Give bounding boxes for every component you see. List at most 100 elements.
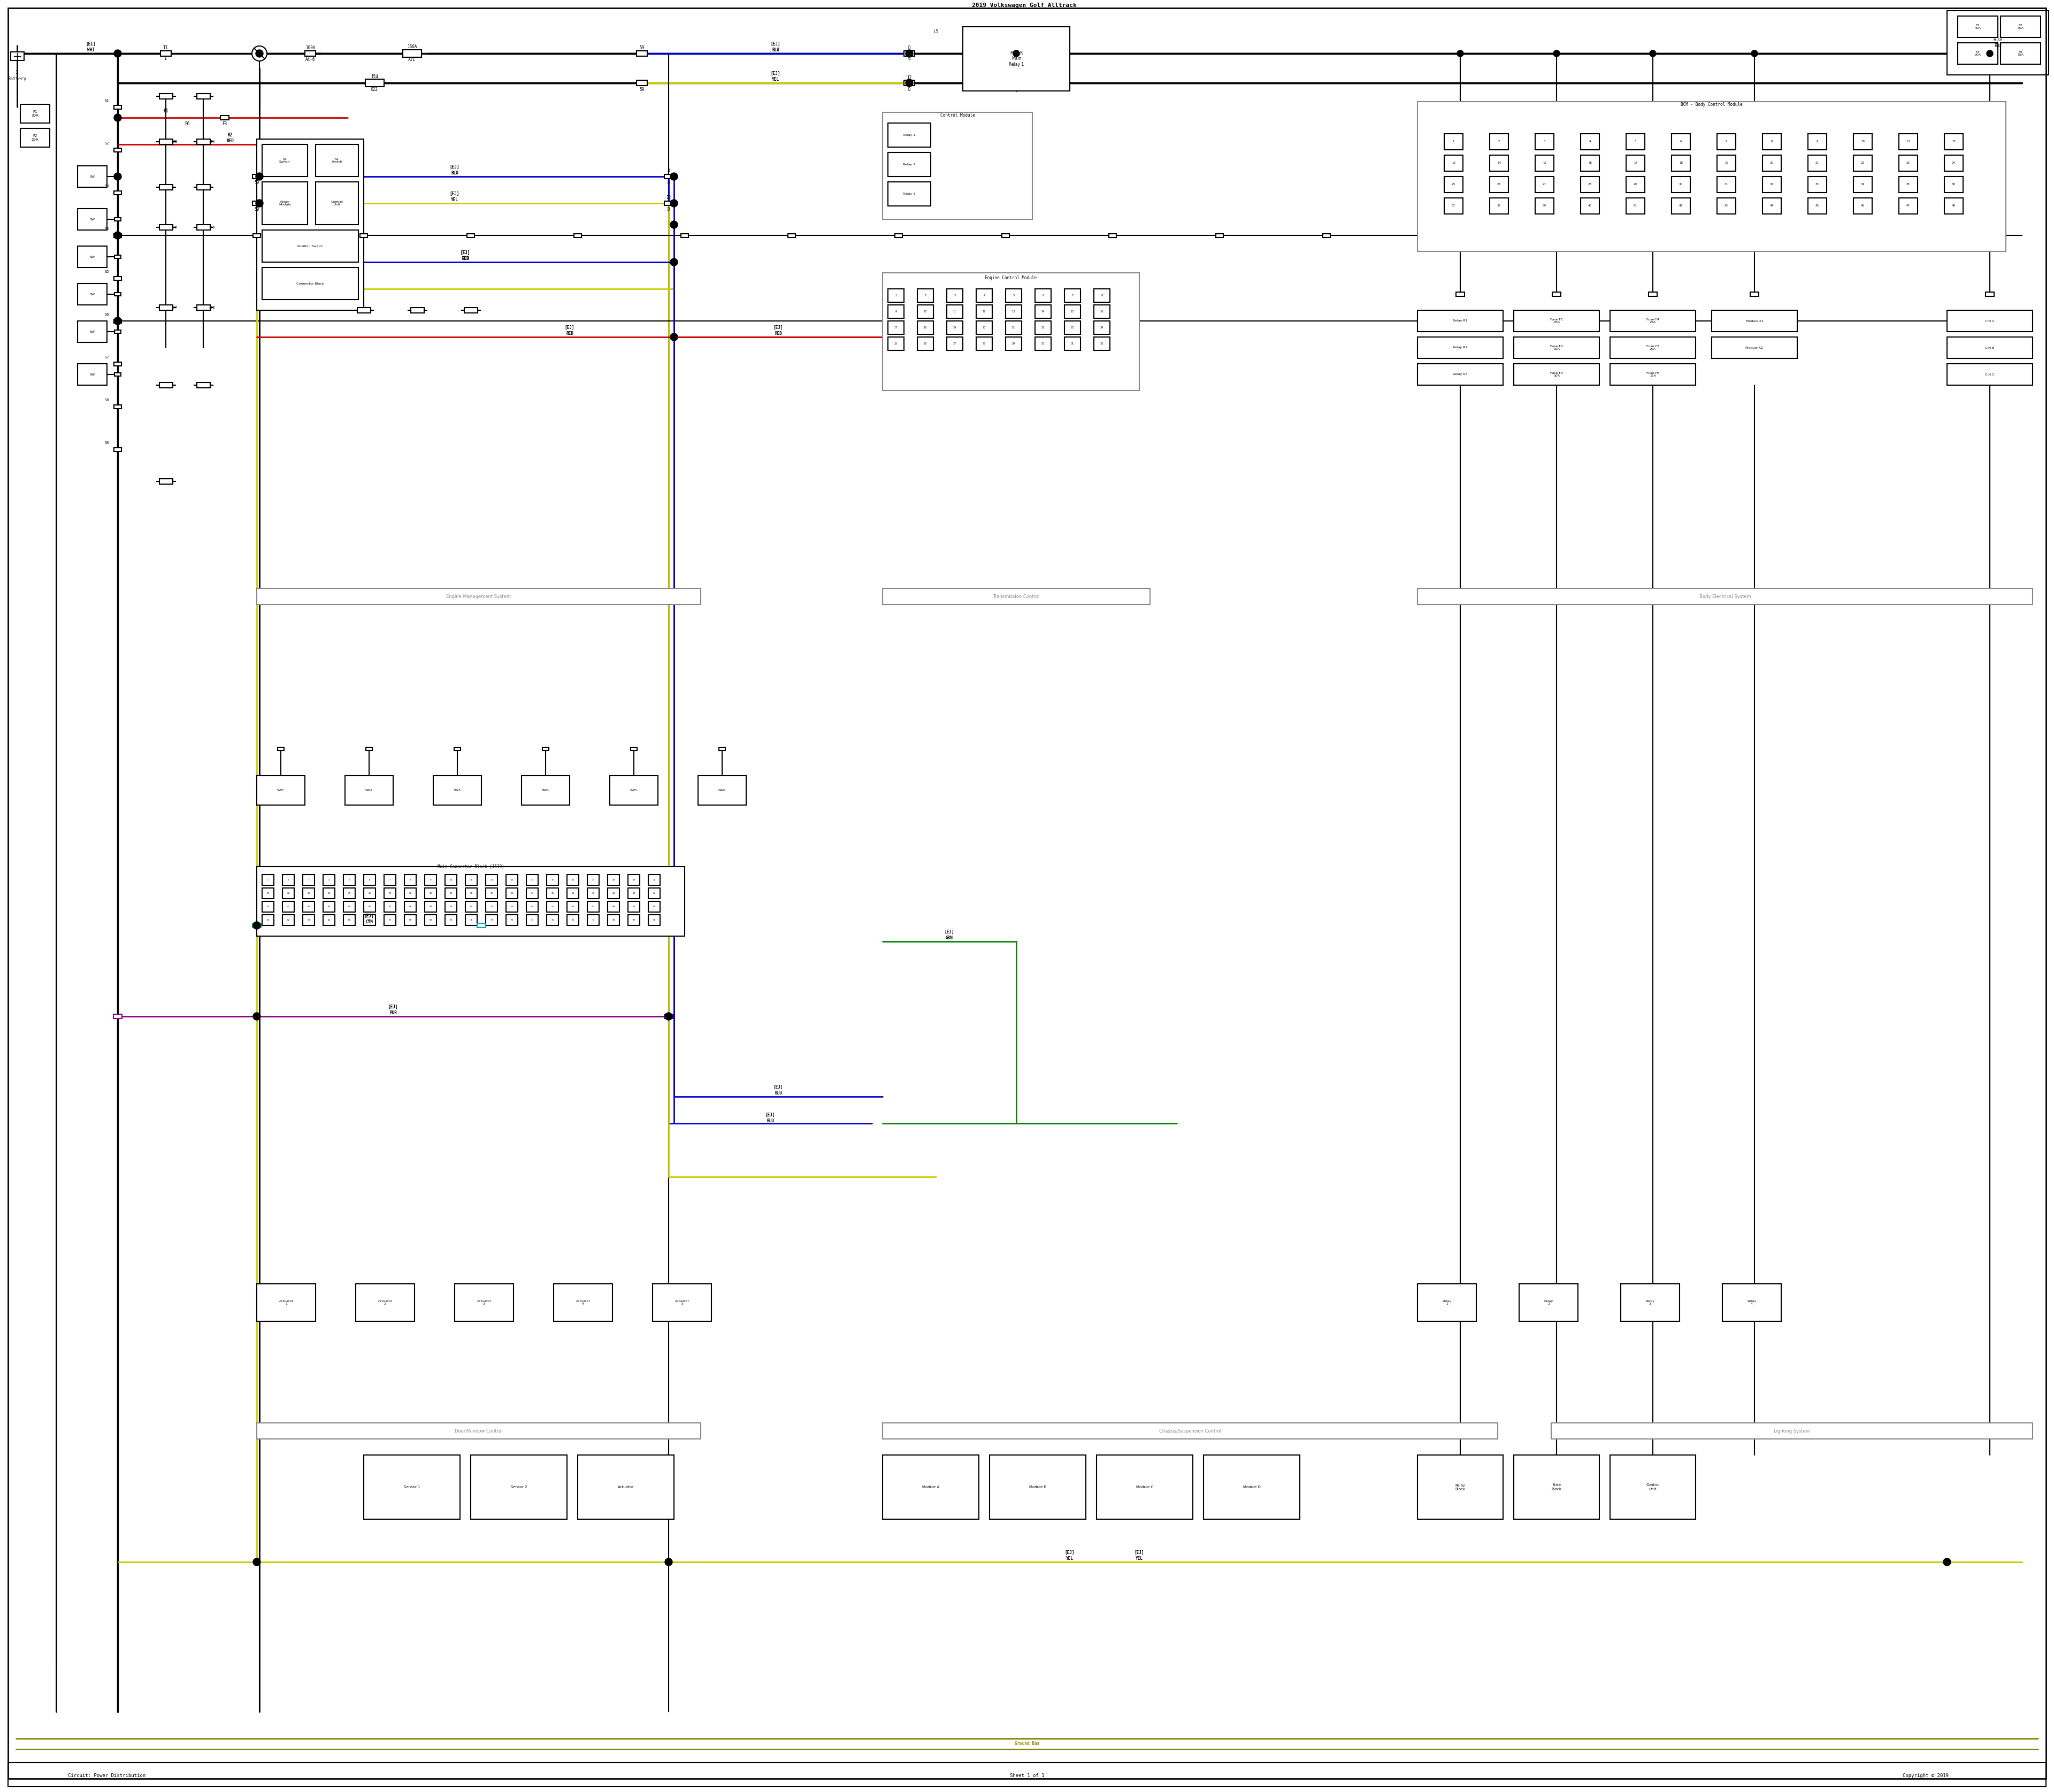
Text: 22: 22	[288, 892, 290, 894]
Text: [EJ]
CYN: [EJ] CYN	[364, 914, 374, 925]
Bar	[587, 874, 600, 885]
Bar	[2001, 16, 2040, 38]
Text: Module D: Module D	[1243, 1486, 1261, 1489]
Circle shape	[1013, 50, 1019, 57]
Text: Ctrl C: Ctrl C	[1984, 373, 1994, 376]
Text: F1
30A: F1 30A	[31, 109, 39, 116]
Bar	[1064, 337, 1080, 351]
Bar	[887, 321, 904, 335]
Text: 11: 11	[470, 878, 472, 882]
Bar	[505, 914, 518, 925]
Text: 23: 23	[308, 892, 310, 894]
Circle shape	[906, 50, 914, 57]
Bar	[663, 1014, 674, 1018]
Bar	[1323, 233, 1331, 237]
Bar	[1898, 156, 1918, 172]
Text: Ctrl A: Ctrl A	[1984, 319, 1994, 323]
Text: Actuator
4: Actuator 4	[575, 1299, 589, 1305]
Bar	[1035, 337, 1052, 351]
Bar	[263, 229, 357, 262]
Bar	[158, 305, 173, 310]
Bar	[257, 867, 684, 935]
Text: 13: 13	[1452, 161, 1456, 165]
Text: 12: 12	[665, 195, 672, 201]
Circle shape	[670, 258, 678, 265]
Text: SW1: SW1	[277, 788, 286, 792]
Text: 59: 59	[633, 905, 635, 909]
Text: 74: 74	[530, 919, 534, 921]
Bar	[257, 1283, 316, 1321]
Text: 32: 32	[491, 892, 493, 894]
Bar	[1534, 177, 1555, 192]
Bar	[1808, 134, 1826, 151]
Text: D: D	[908, 88, 910, 91]
Bar	[466, 233, 474, 237]
Bar	[158, 185, 173, 190]
Bar	[257, 776, 304, 805]
Text: 41: 41	[1633, 204, 1637, 208]
Text: Fuse
Box: Fuse Box	[1992, 38, 2003, 48]
Circle shape	[253, 1559, 261, 1564]
Bar	[1957, 16, 1999, 38]
Bar	[466, 914, 477, 925]
Text: 64: 64	[327, 919, 331, 921]
Text: 13: 13	[1013, 310, 1015, 314]
Text: 31: 31	[1070, 342, 1074, 346]
Text: Sheet 1 of 1: Sheet 1 of 1	[1011, 1774, 1043, 1778]
Bar	[887, 152, 930, 177]
Text: 59: 59	[255, 181, 259, 185]
Bar	[364, 1455, 460, 1520]
Circle shape	[665, 1559, 672, 1564]
Bar	[1898, 197, 1918, 213]
Text: 28: 28	[982, 342, 986, 346]
Text: 44: 44	[329, 905, 331, 909]
Bar	[485, 914, 497, 925]
Text: D: D	[668, 181, 670, 185]
Bar	[158, 93, 173, 99]
Bar	[1649, 292, 1658, 296]
Bar	[1035, 321, 1052, 335]
Text: 100A: 100A	[306, 47, 314, 50]
Circle shape	[672, 258, 678, 265]
Text: 38: 38	[1497, 204, 1501, 208]
Text: 21: 21	[1816, 161, 1820, 165]
Text: Actuator
2: Actuator 2	[378, 1299, 392, 1305]
Bar	[302, 914, 314, 925]
Bar	[343, 889, 355, 898]
Text: L5: L5	[935, 30, 939, 34]
Text: 56: 56	[571, 905, 575, 909]
Bar	[1945, 156, 1964, 172]
Text: Relay 1: Relay 1	[904, 134, 916, 136]
Text: F7: F7	[173, 306, 179, 310]
Text: 62: 62	[288, 919, 290, 921]
Text: 25: 25	[347, 892, 351, 894]
Text: 12: 12	[908, 75, 912, 81]
Text: S2: S2	[105, 142, 109, 145]
Text: SW4: SW4	[542, 788, 548, 792]
Bar	[1627, 134, 1645, 151]
Text: 11: 11	[1906, 140, 1910, 143]
Text: SW5: SW5	[631, 788, 637, 792]
Text: Relay R1: Relay R1	[1452, 319, 1469, 323]
Text: F4: F4	[212, 140, 216, 143]
Text: [EJ]
YEL: [EJ] YEL	[770, 72, 781, 82]
Bar	[1947, 364, 2033, 385]
Bar	[1417, 102, 2007, 251]
Bar	[78, 167, 107, 186]
Bar	[316, 181, 357, 224]
Text: 15: 15	[550, 878, 555, 882]
Text: [EJ]
PUR: [EJ] PUR	[388, 1005, 398, 1014]
Text: R2
RED: R2 RED	[226, 133, 234, 143]
Text: Relay
1: Relay 1	[1442, 1299, 1452, 1305]
Text: SW2: SW2	[366, 788, 374, 792]
Text: 30: 30	[1041, 342, 1045, 346]
Bar	[1109, 233, 1115, 237]
Text: S2
Switch: S2 Switch	[331, 158, 343, 163]
Circle shape	[672, 174, 678, 179]
Bar	[883, 1455, 980, 1520]
Bar	[990, 1455, 1087, 1520]
Text: Engine Management System: Engine Management System	[446, 593, 511, 599]
Text: 39: 39	[1543, 204, 1547, 208]
Bar	[887, 289, 904, 303]
Text: [EI]
WHT: [EI] WHT	[86, 41, 97, 52]
